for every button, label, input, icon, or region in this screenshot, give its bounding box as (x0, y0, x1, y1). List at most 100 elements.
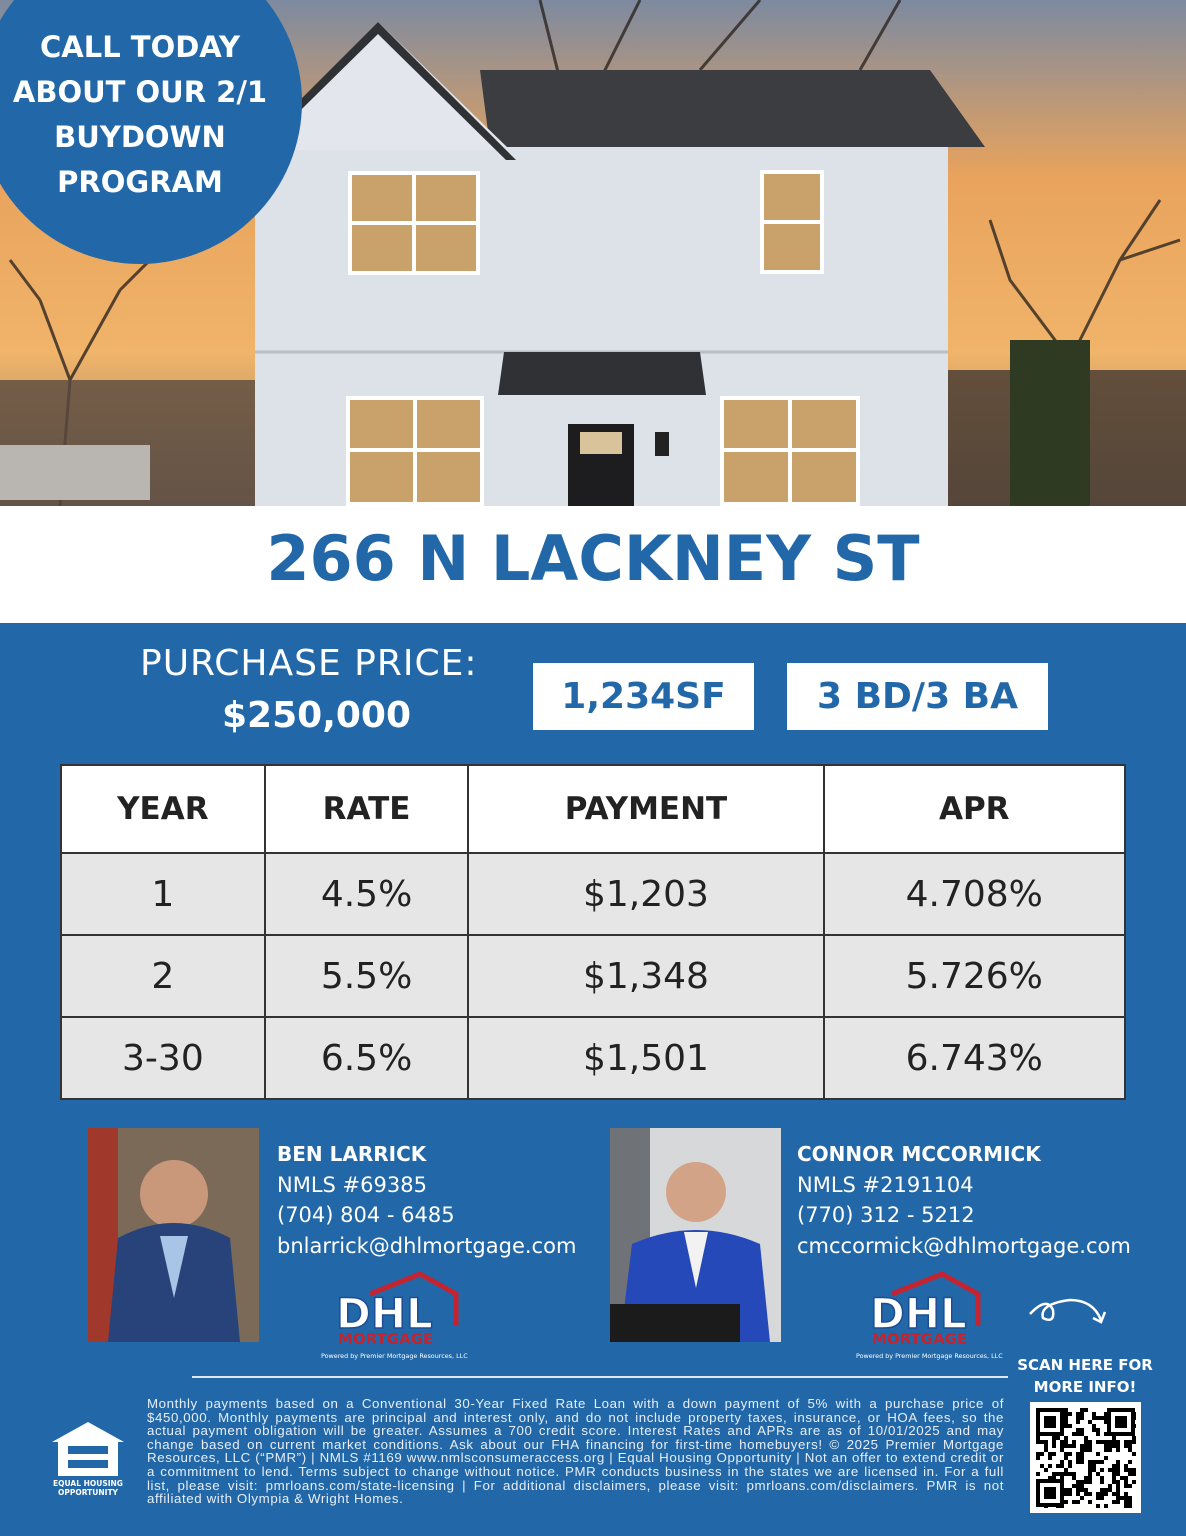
price: $250,000 (222, 695, 412, 736)
qr-module (1096, 1472, 1100, 1476)
table-row: 2 5.5% $1,348 5.726% (60, 934, 1127, 1018)
qr-module (1092, 1412, 1096, 1416)
size: 1,234SF (533, 663, 754, 730)
qr-module (1116, 1488, 1120, 1492)
qr-module (1076, 1412, 1080, 1416)
qr-module (1084, 1444, 1088, 1448)
qr-module (1080, 1444, 1084, 1448)
qr-module (1064, 1492, 1068, 1496)
qr-module (1048, 1476, 1052, 1480)
qr-module (1060, 1444, 1064, 1448)
badge-text: CALL TODAY (40, 30, 240, 64)
qr-module (1076, 1492, 1080, 1496)
qr-module (1068, 1460, 1072, 1464)
qr-module (1080, 1448, 1084, 1452)
qr-module (1060, 1476, 1064, 1480)
qr-module (1044, 1440, 1048, 1444)
agent-phone: (770) 312 - 5212 (797, 1203, 975, 1227)
qr-module (1060, 1464, 1064, 1468)
house-photo (0, 0, 1186, 506)
qr-module (1088, 1448, 1092, 1452)
qr-module (1052, 1476, 1056, 1480)
qr-module (1064, 1500, 1068, 1504)
qr-module (1124, 1440, 1128, 1444)
qr-module (1100, 1480, 1104, 1484)
table-header-cell: YEAR (60, 764, 266, 854)
qr-module (1080, 1432, 1084, 1436)
qr-module (1088, 1472, 1092, 1476)
qr-module (1044, 1448, 1048, 1452)
qr-module (1128, 1448, 1132, 1452)
table-row: 3-30 6.5% $1,501 6.743% (60, 1016, 1127, 1100)
qr-module (1068, 1492, 1072, 1496)
qr-module (1096, 1432, 1100, 1436)
qr-module (1124, 1496, 1128, 1500)
qr-module (1116, 1492, 1120, 1496)
qr-module (1080, 1428, 1084, 1432)
table-cell: 1 (60, 852, 266, 936)
qr-module (1084, 1408, 1088, 1412)
equal-housing-text: OPPORTUNITY (58, 1488, 119, 1497)
qr-module (1112, 1468, 1116, 1472)
qr-module (1088, 1440, 1092, 1444)
qr-module (1104, 1420, 1108, 1424)
qr-module (1068, 1472, 1072, 1476)
qr-module (1036, 1440, 1040, 1444)
qr-module (1100, 1476, 1104, 1480)
qr-module (1048, 1452, 1052, 1456)
qr-module (1076, 1456, 1080, 1460)
qr-module (1076, 1432, 1080, 1436)
price-label: PURCHASE PRICE: (140, 643, 478, 684)
qr-module (1064, 1452, 1068, 1456)
qr-module (1096, 1428, 1100, 1432)
qr-module (1092, 1428, 1096, 1432)
qr-module (1068, 1452, 1072, 1456)
qr-module (1116, 1444, 1120, 1448)
qr-module (1100, 1468, 1104, 1472)
qr-module (1100, 1440, 1104, 1444)
qr-module (1116, 1460, 1120, 1464)
badge-text: BUYDOWN (54, 120, 226, 154)
qr-module (1124, 1492, 1128, 1496)
qr-module (1048, 1464, 1052, 1468)
qr-module (1128, 1500, 1132, 1504)
qr-module (1128, 1444, 1132, 1448)
qr-module (1076, 1428, 1080, 1432)
logo-tagline: Powered by Premier Mortgage Resources, L… (856, 1352, 1003, 1360)
agent-phone: (704) 804 - 6485 (277, 1203, 455, 1227)
qr-module (1104, 1412, 1108, 1416)
qr-module (1116, 1484, 1120, 1488)
qr-module (1040, 1452, 1044, 1456)
qr-module (1116, 1468, 1120, 1472)
qr-module (1068, 1412, 1072, 1416)
qr-module (1116, 1464, 1120, 1468)
address-band (0, 506, 1186, 623)
agent-name: CONNOR MCCORMICK (797, 1142, 1041, 1166)
qr-module (1104, 1416, 1108, 1420)
arrow-icon (1029, 1298, 1107, 1324)
qr-module (1096, 1460, 1100, 1464)
table-cell: 4.708% (822, 852, 1127, 936)
qr-module (1044, 1468, 1048, 1472)
qr-module (1060, 1472, 1064, 1476)
qr-module (1112, 1476, 1116, 1480)
logo-sub: MORTGAGE (872, 1330, 967, 1348)
qr-module (1056, 1464, 1060, 1468)
qr-module (1084, 1448, 1088, 1452)
qr-module (1088, 1468, 1092, 1472)
table-cell: $1,348 (467, 934, 825, 1018)
qr-module (1088, 1464, 1092, 1468)
qr-module (1108, 1444, 1112, 1448)
qr-module (1112, 1436, 1116, 1440)
qr-module (1080, 1460, 1084, 1464)
beds-baths: 3 BD/3 BA (787, 663, 1048, 730)
agent-photo (88, 1128, 259, 1342)
agent-info: CONNOR MCCORMICK NMLS #2191104 (770) 312… (797, 1139, 1131, 1261)
qr-module (1124, 1480, 1128, 1484)
qr-module (1080, 1496, 1084, 1500)
logo-name: DHL (870, 1289, 967, 1338)
table-cell: $1,203 (467, 852, 825, 936)
qr-module (1076, 1488, 1080, 1492)
qr-module (1128, 1504, 1132, 1508)
qr-module (1112, 1464, 1116, 1468)
